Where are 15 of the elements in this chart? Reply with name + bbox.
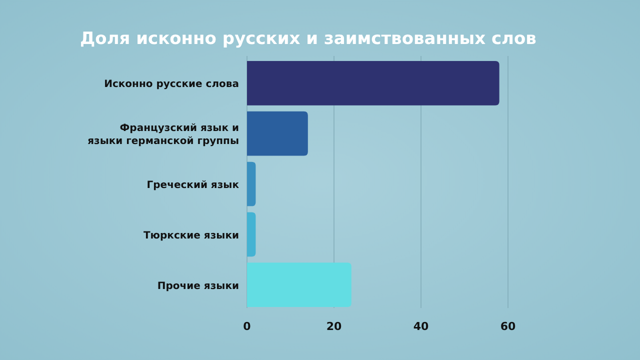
x-tick-label: 40	[413, 320, 429, 333]
bar	[247, 162, 256, 206]
bar	[247, 61, 500, 106]
x-tick-label: 60	[500, 320, 516, 333]
bar	[247, 212, 256, 257]
bar	[247, 262, 352, 307]
x-tick-label: 0	[243, 320, 252, 333]
y-tick-label: Исконно русские слова	[104, 79, 239, 90]
y-tick-label: Прочие языки	[157, 280, 239, 292]
y-tick-label: Французский язык и языки германской группы	[88, 123, 239, 148]
y-tick-label: Тюркские языки	[143, 230, 239, 242]
y-tick-label: Греческий язык	[146, 180, 240, 191]
chart-title: Доля исконно русских и заимствованных слов	[80, 29, 537, 49]
bar	[247, 111, 308, 156]
x-tick-label: 20	[326, 320, 342, 333]
